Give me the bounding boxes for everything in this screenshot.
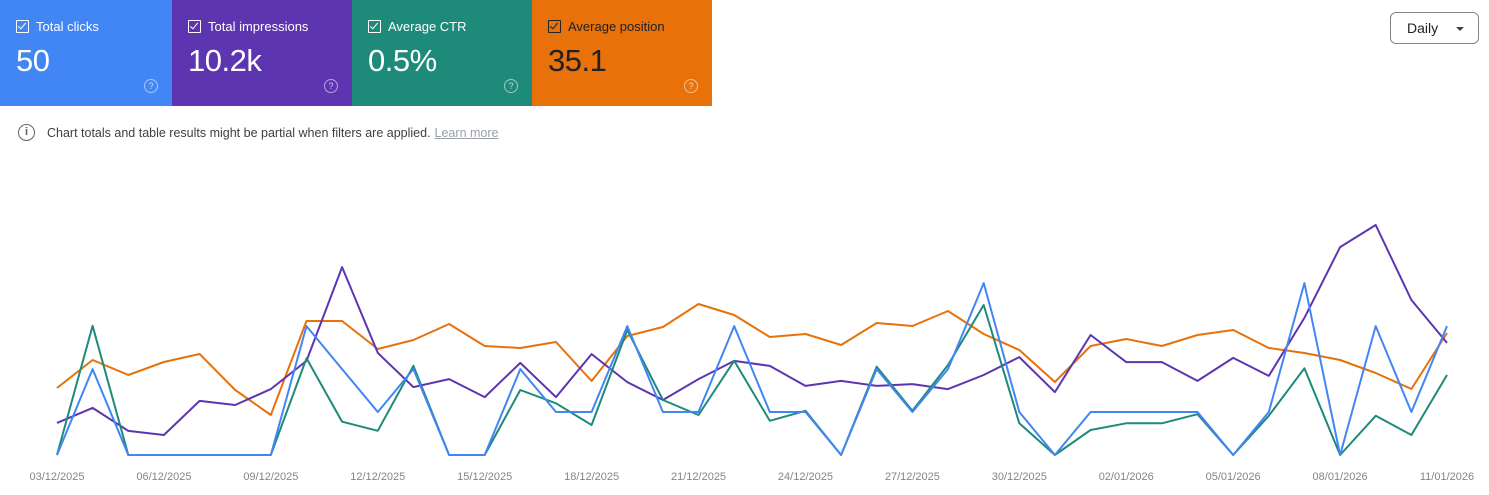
card-average-position[interactable]: Average position 35.1 ? <box>532 0 712 106</box>
help-icon[interactable]: ? <box>684 79 698 93</box>
card-value: 35.1 <box>548 43 607 78</box>
series-line-total-clicks <box>56 282 1448 456</box>
x-tick-label: 09/12/2025 <box>243 471 298 483</box>
x-tick-label: 05/01/2026 <box>1206 471 1261 483</box>
learn-more-link[interactable]: Learn more <box>434 125 499 140</box>
card-label: Total impressions <box>208 19 309 34</box>
x-tick-label: 24/12/2025 <box>778 471 833 483</box>
x-tick-label: 18/12/2025 <box>564 471 619 483</box>
x-tick-label: 15/12/2025 <box>457 471 512 483</box>
card-label: Total clicks <box>36 19 99 34</box>
x-tick-label: 03/12/2025 <box>29 471 84 483</box>
card-value: 10.2k <box>188 43 262 78</box>
help-icon[interactable]: ? <box>504 79 518 93</box>
filter-notice: i Chart totals and table results might b… <box>18 124 498 141</box>
series-line-average-ctr <box>56 304 1448 456</box>
help-icon[interactable]: ? <box>144 79 158 93</box>
info-icon: i <box>18 124 35 141</box>
card-average-ctr[interactable]: Average CTR 0.5% ? <box>352 0 532 106</box>
card-label: Average position <box>568 19 665 34</box>
checkbox-icon[interactable] <box>548 20 561 33</box>
x-tick-label: 02/01/2026 <box>1099 471 1154 483</box>
x-tick-label: 21/12/2025 <box>671 471 726 483</box>
checkbox-icon[interactable] <box>368 20 381 33</box>
help-icon[interactable]: ? <box>324 79 338 93</box>
card-label: Average CTR <box>388 19 467 34</box>
card-value: 0.5% <box>368 43 437 78</box>
x-tick-label: 12/12/2025 <box>350 471 405 483</box>
metric-cards: Total clicks 50 ? Total impressions 10.2… <box>0 0 712 106</box>
granularity-dropdown[interactable]: Daily <box>1390 12 1479 44</box>
x-tick-label: 08/01/2026 <box>1313 471 1368 483</box>
card-total-clicks[interactable]: Total clicks 50 ? <box>0 0 172 106</box>
x-tick-label: 27/12/2025 <box>885 471 940 483</box>
series-line-total-impressions <box>56 224 1448 436</box>
caret-down-icon <box>1456 27 1464 31</box>
x-tick-label: 30/12/2025 <box>992 471 1047 483</box>
x-tick-label: 11/01/2026 <box>1420 471 1474 483</box>
notice-text: Chart totals and table results might be … <box>47 125 431 140</box>
card-total-impressions[interactable]: Total impressions 10.2k ? <box>172 0 352 106</box>
checkbox-icon[interactable] <box>16 20 29 33</box>
card-value: 50 <box>16 43 50 78</box>
checkbox-icon[interactable] <box>188 20 201 33</box>
granularity-selected: Daily <box>1407 20 1439 36</box>
series-line-average-position <box>56 303 1448 416</box>
x-tick-label: 06/12/2025 <box>136 471 191 483</box>
